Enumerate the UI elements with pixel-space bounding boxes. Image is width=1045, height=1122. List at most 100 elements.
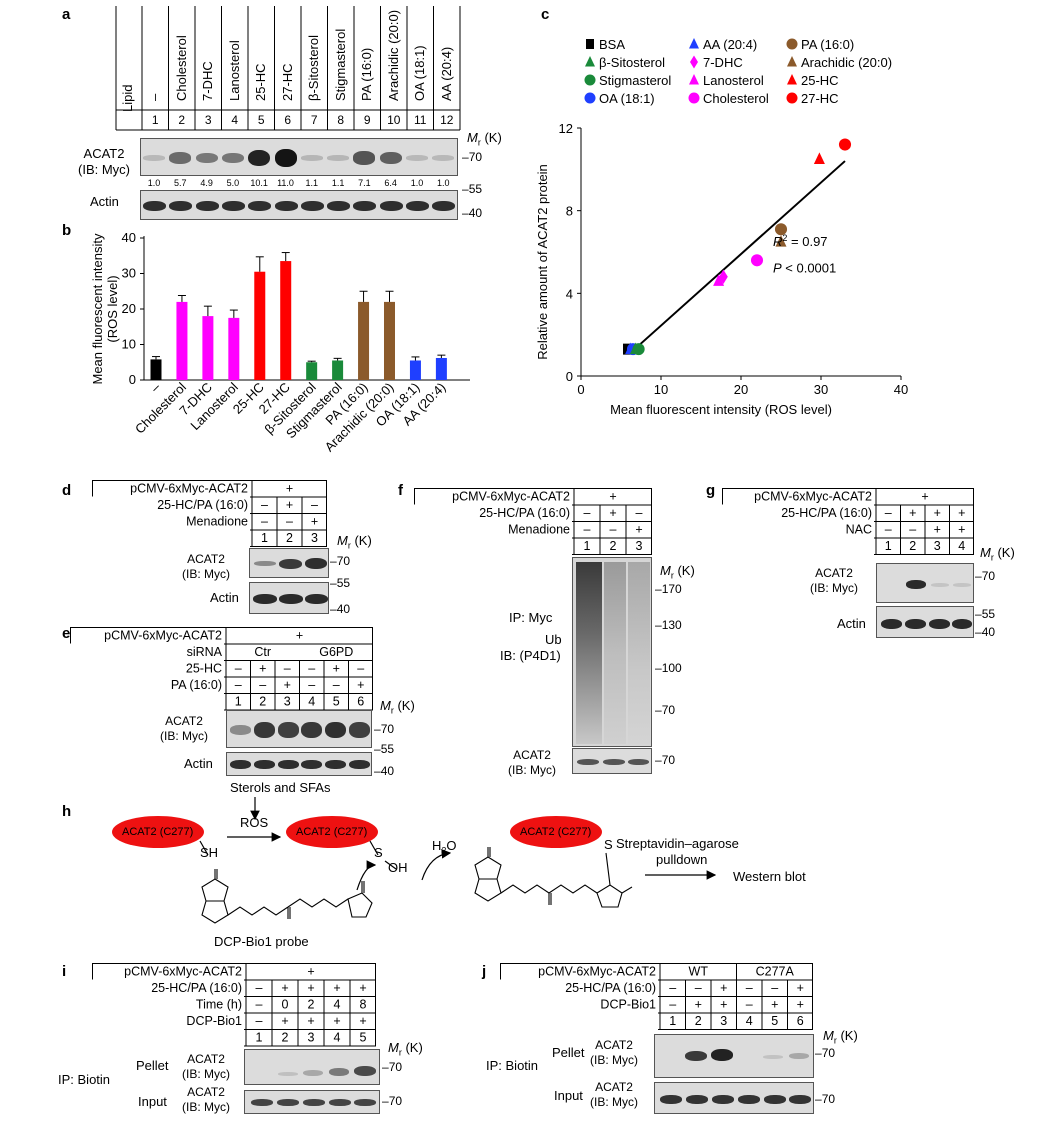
- acat2-band: [353, 151, 376, 165]
- condition-value: +: [333, 981, 340, 995]
- condition-value: –: [235, 662, 242, 676]
- product-structure: [474, 847, 633, 908]
- condition-value: –: [610, 523, 617, 537]
- pulldown-label: pulldown: [656, 852, 708, 867]
- condition-value: 8: [360, 998, 367, 1012]
- condition-row-label: Time (h): [196, 998, 242, 1012]
- legend-marker: [786, 38, 798, 50]
- marker-70-d: –70: [330, 554, 351, 568]
- acat2-label-d: ACAT2 (IB: Myc): [182, 552, 230, 581]
- marker-55-e: –55: [374, 742, 395, 756]
- pellet-label-i: Pellet: [136, 1058, 169, 1073]
- bar: [280, 261, 292, 380]
- mr-label-j: Mr (K): [823, 1028, 858, 1046]
- condition-row-label: Menadione: [508, 523, 570, 537]
- acat2-label-f: ACAT2 (IB: Myc): [508, 748, 556, 777]
- condition-row-label: pCMV-6xMyc-ACAT2: [104, 629, 222, 643]
- lane-number: 2: [909, 539, 916, 553]
- condition-value: +: [797, 981, 804, 995]
- lane-number: 2: [282, 1031, 289, 1045]
- actin-band: [301, 760, 323, 769]
- acat2-blot-e: [226, 710, 372, 748]
- marker-70b-i: –70: [382, 1094, 403, 1108]
- actin-band: [248, 201, 272, 211]
- condition-value: –: [636, 506, 643, 520]
- panel-label-j: j: [482, 963, 487, 980]
- condition-table-f: pCMV-6xMyc-ACAT2 25-HC/PA (16:0) Menadione…: [414, 488, 652, 555]
- acat2-band: [349, 722, 370, 738]
- quant-value: 1.1: [305, 178, 319, 188]
- condition-value: +: [720, 998, 727, 1012]
- condition-table-i: pCMV-6xMyc-ACAT2 25-HC/PA (16:0) Time (h) D…: [92, 963, 376, 1047]
- panel-label-f: f: [398, 482, 403, 499]
- acat2-band: [325, 721, 347, 739]
- marker-70b-j: –70: [815, 1092, 836, 1106]
- s-link-label: S: [604, 837, 613, 852]
- acat2-label-line2: (IB: Myc): [78, 162, 130, 177]
- acat2-band: [169, 152, 192, 164]
- legend-label: β-Sitosterol: [599, 55, 665, 70]
- lane-number: 4: [308, 695, 315, 709]
- acat2-enzyme-1: [112, 816, 204, 848]
- condition-value: –: [333, 678, 340, 692]
- quant-value: 5.7: [174, 178, 187, 188]
- quant-value: 4.9: [200, 178, 213, 188]
- acat2-band: [327, 155, 350, 161]
- actin-band: [230, 760, 251, 769]
- lane-number: 9: [363, 113, 371, 127]
- acat2-blot-g: [876, 563, 974, 603]
- sh-label: SH: [200, 845, 219, 860]
- bar: [435, 357, 447, 380]
- quant-value: 10.1: [250, 178, 268, 188]
- condition-row-label: 25-HC/PA (16:0): [151, 981, 242, 995]
- acat2-label-line1: ACAT2: [83, 146, 125, 161]
- condition-value: +: [311, 515, 318, 529]
- lane-number: 2: [259, 695, 266, 709]
- condition-value: –: [311, 498, 318, 512]
- lane-number: 4: [958, 539, 965, 553]
- panel-label-g: g: [706, 482, 716, 499]
- lane-number: 3: [636, 539, 643, 553]
- actin-band: [253, 760, 275, 769]
- smear-lane1: [576, 562, 602, 744]
- legend-marker: [787, 56, 797, 67]
- actin-band: [274, 201, 298, 211]
- legend-marker: [688, 92, 700, 104]
- lane-number: 2: [178, 113, 186, 127]
- acat2-enzyme-3: [510, 816, 602, 848]
- category-label: –: [147, 379, 163, 395]
- acat2-c277-label-2: ACAT2 (C277): [296, 826, 368, 838]
- lane-number: 11: [414, 113, 427, 127]
- condition-value: –: [885, 523, 892, 537]
- legend-marker: [786, 92, 798, 104]
- oh-label: OH: [388, 860, 408, 875]
- actin-blot-e: [226, 752, 372, 776]
- marker-70a-j: –70: [815, 1046, 836, 1060]
- actin-blot-d: [249, 582, 329, 614]
- acat2-band: [277, 722, 299, 738]
- pellet-blot-j: [654, 1034, 814, 1078]
- actin-blot-a: [140, 190, 458, 220]
- panel-label-d: d: [62, 482, 72, 499]
- y-tick-label: 12: [559, 121, 573, 136]
- bar: [306, 362, 318, 380]
- marker-55-d: –55: [330, 576, 351, 590]
- data-point: [813, 152, 825, 164]
- acat2-label-g: ACAT2 (IB: Myc): [810, 566, 858, 595]
- input-blot-j: [654, 1082, 814, 1114]
- lane-number: 7: [310, 113, 318, 127]
- condition-value: –: [771, 981, 778, 995]
- x-tick-label: 0: [577, 382, 584, 397]
- actin-band: [379, 201, 403, 211]
- regression-line: [636, 160, 846, 348]
- condition-value: +: [958, 506, 965, 520]
- condition-value: –: [885, 506, 892, 520]
- legend-label: 25-HC: [801, 73, 839, 88]
- legend-label: Lanosterol: [703, 73, 764, 88]
- condition-value: –: [259, 678, 266, 692]
- lipid-label: β-Sitosterol: [306, 35, 322, 101]
- dcp-bio1-scheme: [112, 797, 717, 924]
- condition-value: +: [333, 1014, 340, 1028]
- quant-value: 1.0: [410, 178, 424, 188]
